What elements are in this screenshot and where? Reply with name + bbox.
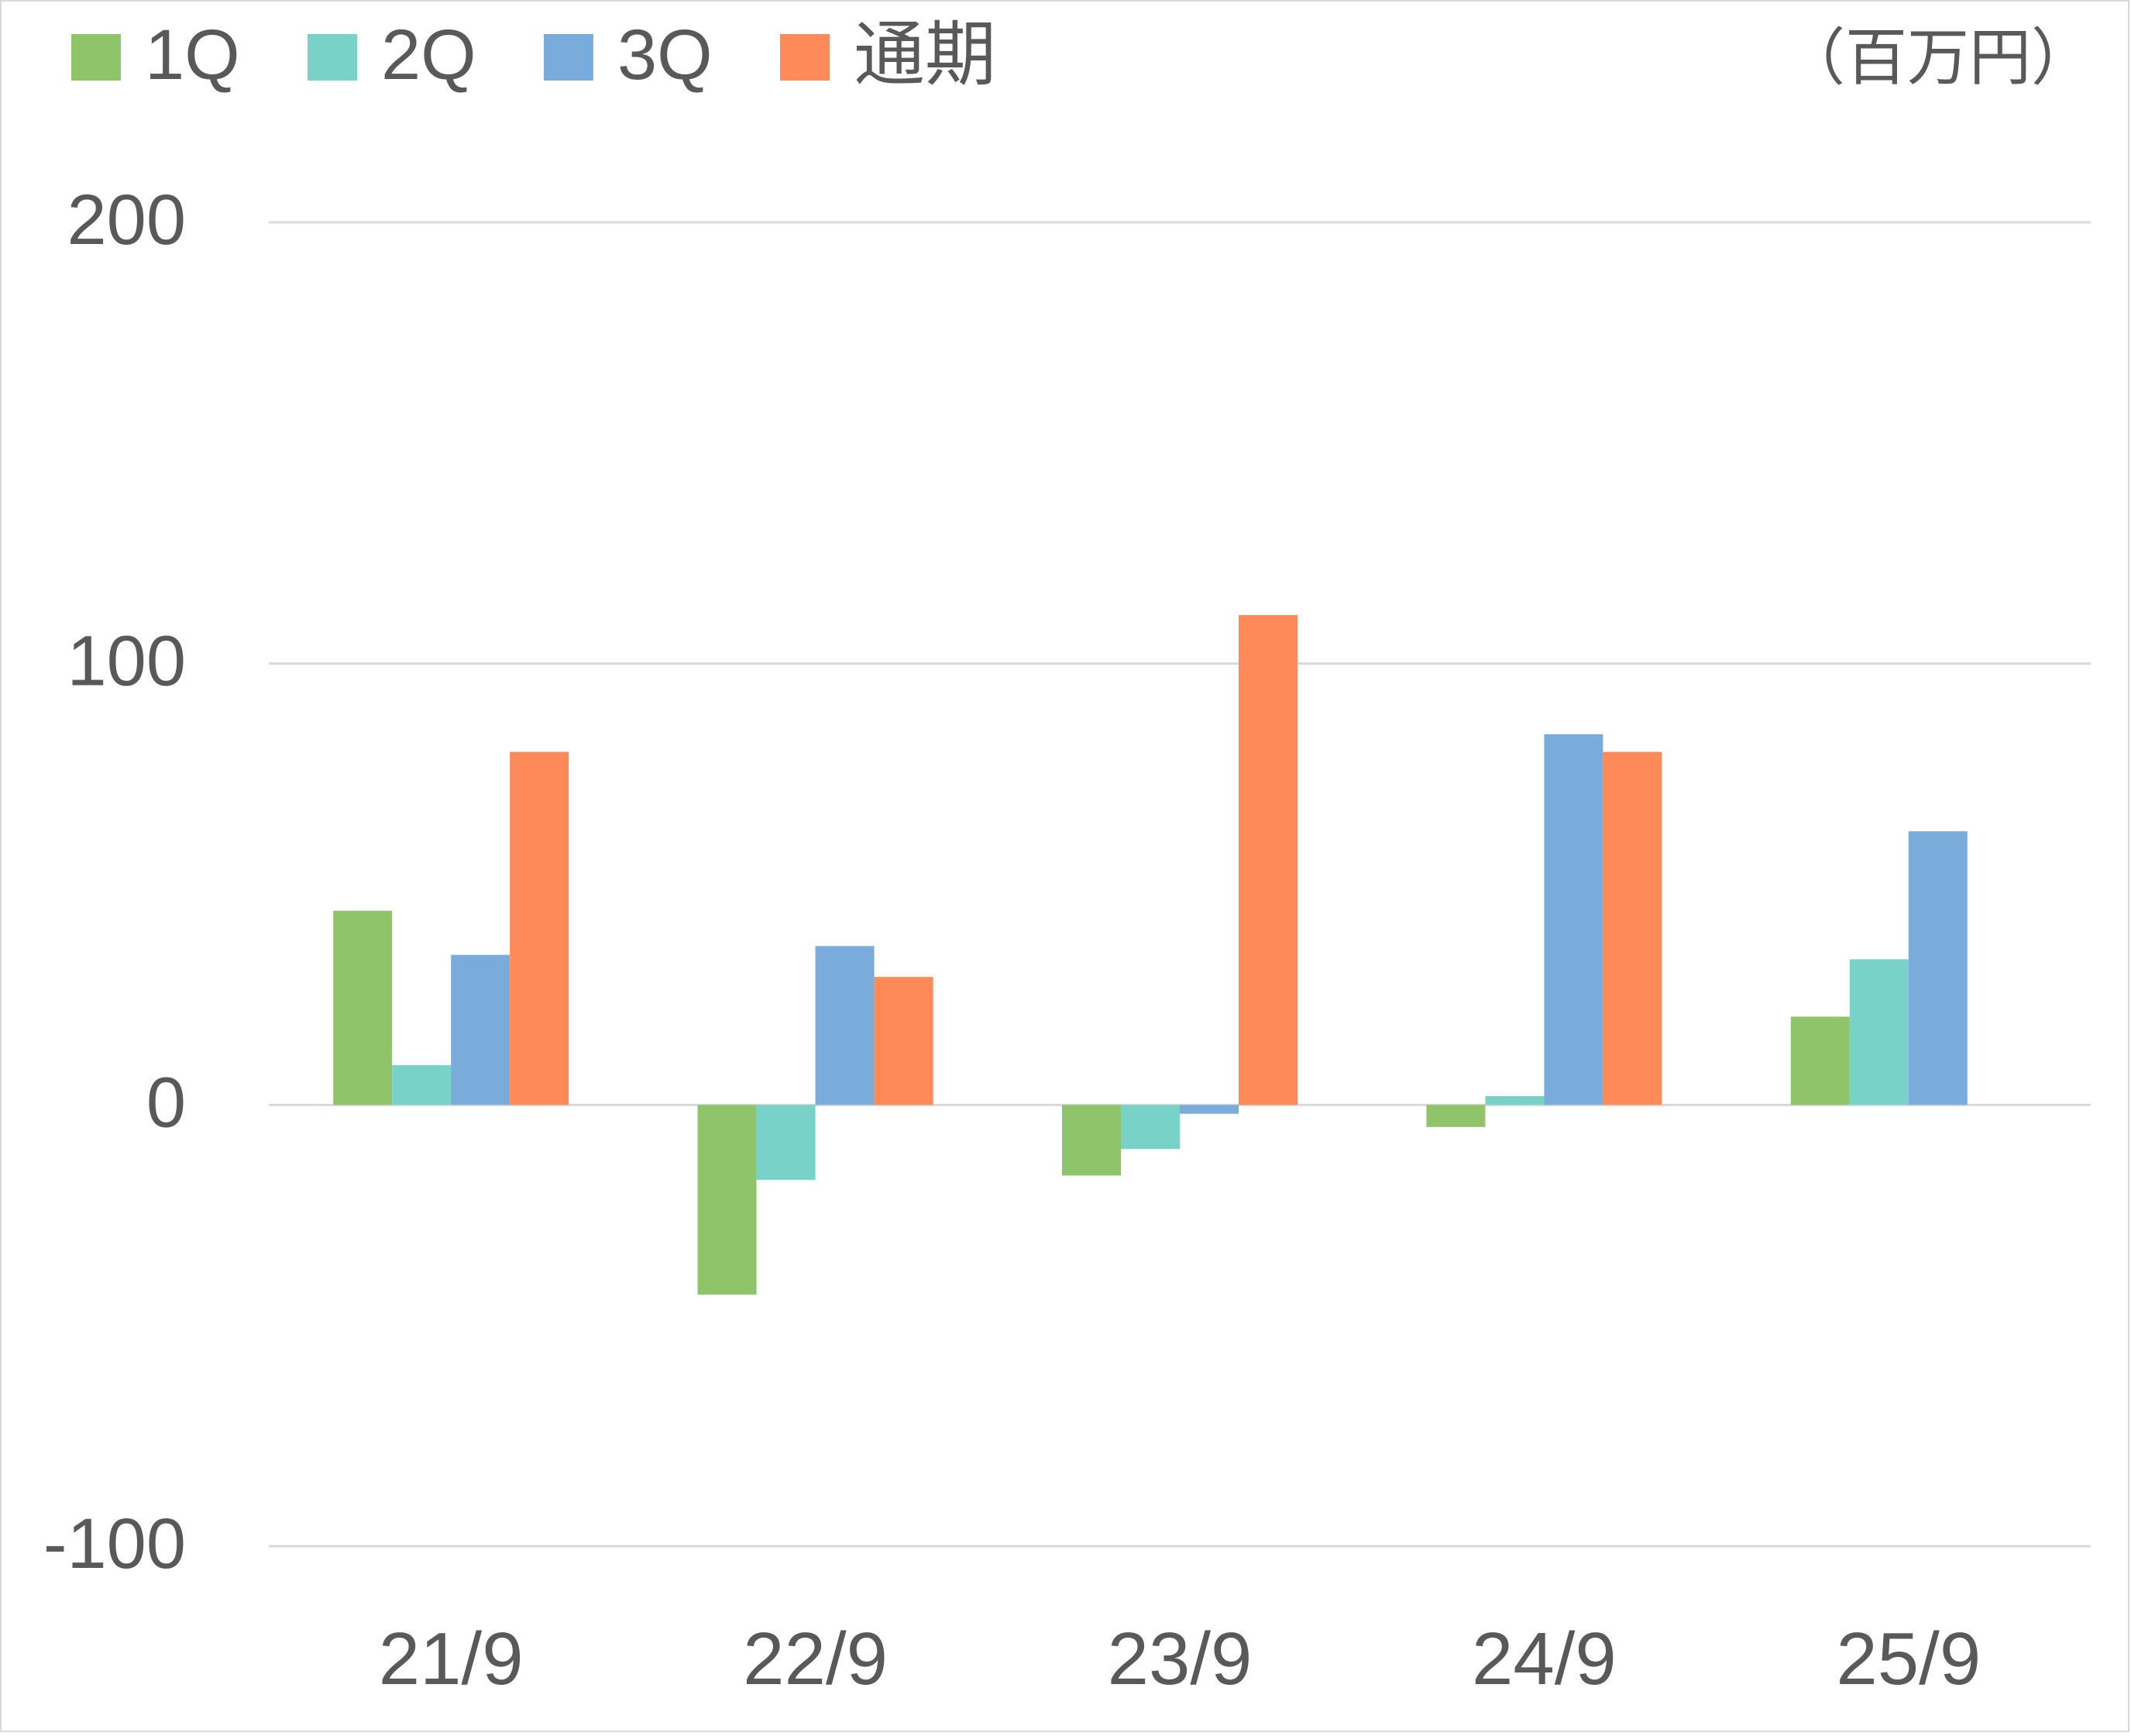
- legend-swatch-1Q: [71, 34, 121, 81]
- bar-1Q-22/9: [697, 1105, 757, 1295]
- legend-label: 2Q: [381, 15, 476, 95]
- legend-swatch-3Q: [544, 34, 593, 81]
- y-tick-label: 0: [146, 1063, 186, 1142]
- bar-通期-22/9: [874, 977, 933, 1105]
- legend-swatch-2Q: [308, 34, 357, 81]
- unit-label: （百万円）: [1783, 23, 2093, 92]
- bar-1Q-24/9: [1426, 1105, 1486, 1127]
- bar-2Q-22/9: [756, 1105, 816, 1181]
- bar-3Q-23/9: [1180, 1105, 1239, 1114]
- x-axis-tick-labels: 21/9 22/9 23/9 24/9 25/9: [379, 1617, 1981, 1700]
- x-tick-label: 25/9: [1836, 1617, 1981, 1700]
- bar-3Q-25/9: [1908, 831, 1968, 1105]
- legend-label: 通期: [854, 15, 996, 95]
- x-tick-label: 23/9: [1108, 1617, 1253, 1700]
- x-tick-label: 22/9: [743, 1617, 888, 1700]
- y-tick-label: 100: [67, 622, 187, 701]
- bar-1Q-25/9: [1790, 1016, 1850, 1105]
- bar-2Q-24/9: [1485, 1095, 1545, 1105]
- bar-2Q-25/9: [1849, 959, 1909, 1105]
- x-tick-label: 21/9: [379, 1617, 524, 1700]
- bar-3Q-22/9: [815, 946, 875, 1105]
- y-axis-tick-labels: 200 100 0 -100: [43, 180, 186, 1583]
- legend: 1Q 2Q 3Q 通期: [71, 15, 996, 95]
- legend-label: 3Q: [617, 15, 713, 95]
- bar-2Q-21/9: [392, 1065, 452, 1105]
- bar-通期-23/9: [1239, 615, 1298, 1105]
- x-tick-label: 24/9: [1472, 1617, 1617, 1700]
- bars: [333, 615, 1968, 1295]
- bar-1Q-21/9: [333, 910, 393, 1105]
- y-tick-label: 200: [67, 180, 187, 260]
- legend-label: 1Q: [145, 15, 240, 95]
- bar-3Q-21/9: [451, 954, 510, 1105]
- bar-1Q-23/9: [1062, 1105, 1121, 1176]
- bar-3Q-24/9: [1544, 734, 1603, 1105]
- bar-通期-24/9: [1603, 751, 1662, 1105]
- y-tick-label: -100: [43, 1504, 186, 1583]
- legend-swatch-通期: [780, 34, 830, 81]
- bar-通期-21/9: [510, 751, 569, 1105]
- bar-2Q-23/9: [1121, 1105, 1180, 1150]
